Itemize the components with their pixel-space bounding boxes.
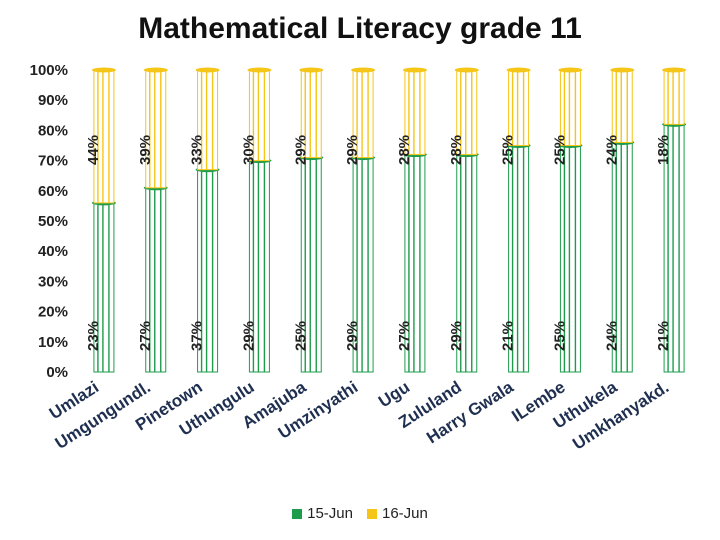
legend-swatch-15-jun	[292, 508, 303, 519]
bar-16-jun-cap	[247, 67, 272, 73]
bar-16-jun-cap	[610, 67, 635, 73]
data-label-15-jun: 29%	[448, 321, 465, 351]
bar-16-jun	[611, 69, 633, 143]
data-label-16-jun: 33%	[189, 135, 206, 165]
legend-item-16-jun: 16-Jun	[367, 505, 428, 522]
y-tick-label: 70%	[38, 153, 68, 170]
category-group: 37%33%Pinetown	[132, 67, 220, 435]
data-label-15-jun: 29%	[344, 321, 361, 351]
data-label-16-jun: 39%	[137, 135, 154, 165]
y-tick-label: 10%	[38, 334, 68, 351]
bar-16-jun-cap	[351, 67, 376, 73]
y-tick-label: 80%	[38, 122, 68, 139]
bar-16-jun	[508, 69, 530, 146]
data-label-16-jun: 18%	[655, 135, 672, 165]
data-label-15-jun: 21%	[500, 321, 517, 351]
legend: 15-Jun 16-Jun	[0, 505, 720, 522]
data-label-16-jun: 28%	[448, 135, 465, 165]
data-label-15-jun: 24%	[603, 321, 620, 351]
data-label-15-jun: 27%	[137, 321, 154, 351]
bar-16-jun-cap	[143, 67, 168, 73]
data-label-15-jun: 27%	[396, 321, 413, 351]
data-label-15-jun: 25%	[551, 321, 568, 351]
data-label-16-jun: 29%	[344, 135, 361, 165]
bar-16-jun-cap	[506, 67, 531, 73]
data-label-16-jun: 44%	[85, 135, 102, 165]
legend-item-15-jun: 15-Jun	[292, 505, 353, 522]
category-group: 27% 28% Ugu	[375, 67, 427, 411]
data-label-16-jun: 30%	[240, 135, 257, 165]
bar-16-jun-cap	[454, 67, 479, 73]
y-tick-label: 20%	[38, 304, 68, 321]
data-label-15-jun: 21%	[655, 321, 672, 351]
y-tick-label: 0%	[46, 364, 68, 381]
data-label-16-jun: 29%	[292, 135, 309, 165]
category-label: Ugu	[375, 377, 413, 411]
legend-swatch-16-jun	[367, 508, 377, 519]
y-tick-label: 40%	[38, 243, 68, 260]
bar-16-jun	[663, 69, 685, 125]
data-label-15-jun: 25%	[292, 321, 309, 351]
data-label-16-jun: 28%	[396, 135, 413, 165]
chart-title: Mathematical Literacy grade 11	[138, 12, 582, 45]
bar-16-jun-cap	[558, 67, 583, 73]
data-label-16-jun: 25%	[500, 135, 517, 165]
data-label-15-jun: 23%	[85, 321, 102, 351]
data-label-15-jun: 29%	[240, 321, 257, 351]
bar-16-jun	[145, 69, 167, 189]
bar-16-jun-cap	[662, 67, 687, 73]
data-label-15-jun: 37%	[189, 321, 206, 351]
data-label-16-jun: 24%	[603, 135, 620, 165]
bar-16-jun	[559, 69, 581, 146]
legend-label-16-jun: 16-Jun	[382, 505, 428, 522]
legend-label-15-jun: 15-Jun	[307, 505, 353, 522]
y-tick-label: 30%	[38, 273, 68, 290]
bar-16-jun-cap	[91, 67, 116, 73]
bar-16-jun-cap	[299, 67, 324, 73]
y-tick-label: 90%	[38, 92, 68, 109]
y-tick-label: 60%	[38, 183, 68, 200]
bar-16-jun-cap	[195, 67, 220, 73]
y-tick-label: 100%	[30, 62, 68, 79]
y-tick-label: 50%	[38, 213, 68, 230]
bar-16-jun-cap	[402, 67, 427, 73]
data-label-16-jun: 25%	[551, 135, 568, 165]
